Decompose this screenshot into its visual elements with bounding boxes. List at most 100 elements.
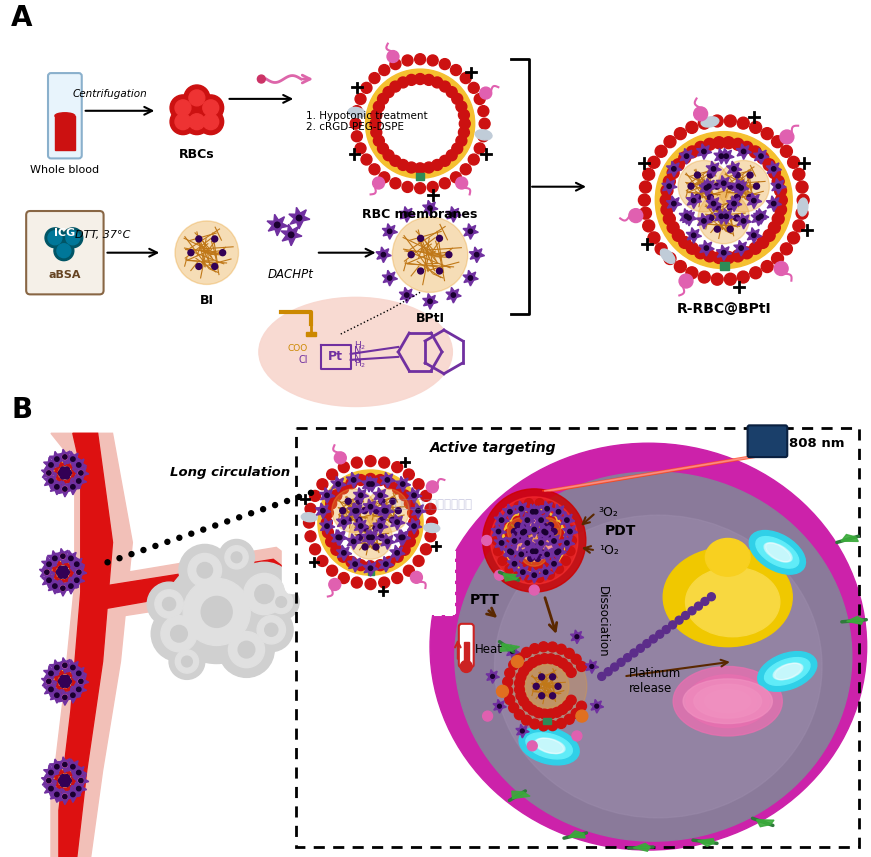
- Circle shape: [64, 569, 70, 575]
- Circle shape: [67, 463, 70, 466]
- Polygon shape: [389, 545, 405, 560]
- Ellipse shape: [537, 738, 565, 753]
- Circle shape: [533, 655, 544, 665]
- FancyBboxPatch shape: [459, 624, 474, 668]
- Circle shape: [719, 214, 724, 219]
- Circle shape: [72, 471, 76, 475]
- Circle shape: [72, 481, 76, 483]
- Circle shape: [655, 146, 667, 158]
- Circle shape: [679, 152, 691, 164]
- Circle shape: [436, 268, 442, 274]
- Circle shape: [75, 685, 78, 688]
- Circle shape: [153, 543, 158, 548]
- Circle shape: [383, 87, 394, 98]
- Polygon shape: [50, 660, 64, 675]
- Circle shape: [686, 146, 699, 158]
- Circle shape: [410, 572, 422, 584]
- Circle shape: [392, 462, 402, 472]
- FancyBboxPatch shape: [26, 211, 104, 294]
- Polygon shape: [706, 161, 721, 177]
- Circle shape: [686, 267, 698, 279]
- Circle shape: [57, 466, 72, 480]
- Circle shape: [61, 579, 64, 583]
- Circle shape: [369, 73, 380, 83]
- Text: ³O₂: ³O₂: [598, 506, 618, 519]
- Circle shape: [352, 539, 356, 543]
- Circle shape: [522, 523, 528, 529]
- Circle shape: [719, 154, 724, 159]
- Circle shape: [552, 561, 557, 566]
- Circle shape: [53, 584, 57, 588]
- Circle shape: [404, 498, 415, 509]
- Polygon shape: [42, 674, 57, 689]
- Circle shape: [237, 515, 241, 520]
- Circle shape: [432, 77, 442, 88]
- Circle shape: [56, 565, 71, 579]
- Circle shape: [62, 566, 68, 572]
- Circle shape: [512, 539, 517, 543]
- Polygon shape: [534, 512, 549, 528]
- Circle shape: [540, 709, 550, 719]
- Circle shape: [161, 615, 197, 652]
- Circle shape: [381, 253, 386, 257]
- Polygon shape: [42, 556, 57, 572]
- Circle shape: [374, 135, 384, 147]
- Circle shape: [714, 183, 719, 189]
- Bar: [55, 116, 75, 151]
- Circle shape: [58, 777, 64, 783]
- Text: N: N: [354, 354, 361, 364]
- Circle shape: [71, 676, 75, 680]
- Circle shape: [356, 498, 362, 504]
- Circle shape: [714, 204, 720, 210]
- Circle shape: [415, 54, 426, 64]
- Polygon shape: [65, 759, 81, 775]
- Circle shape: [66, 583, 70, 585]
- Circle shape: [374, 507, 380, 513]
- Circle shape: [60, 688, 63, 692]
- Circle shape: [248, 511, 253, 516]
- Circle shape: [528, 705, 537, 715]
- Circle shape: [456, 101, 467, 112]
- Circle shape: [412, 493, 416, 498]
- Circle shape: [72, 462, 76, 465]
- Circle shape: [47, 680, 51, 684]
- Circle shape: [72, 671, 76, 674]
- Circle shape: [446, 252, 452, 258]
- Circle shape: [354, 508, 359, 512]
- Circle shape: [60, 672, 63, 674]
- Circle shape: [552, 539, 557, 543]
- Polygon shape: [365, 476, 380, 492]
- Text: H$_2$: H$_2$: [354, 340, 366, 352]
- Text: Centrifugation: Centrifugation: [72, 89, 147, 99]
- Circle shape: [385, 477, 389, 482]
- Polygon shape: [44, 781, 59, 796]
- Polygon shape: [701, 178, 717, 195]
- Circle shape: [64, 481, 66, 483]
- Circle shape: [54, 671, 57, 674]
- Circle shape: [57, 674, 72, 689]
- Circle shape: [58, 668, 62, 671]
- Circle shape: [712, 273, 723, 285]
- Circle shape: [60, 681, 66, 687]
- Polygon shape: [331, 530, 346, 545]
- Circle shape: [679, 237, 691, 249]
- Circle shape: [75, 674, 78, 678]
- Polygon shape: [361, 476, 377, 492]
- Circle shape: [547, 555, 556, 565]
- Circle shape: [55, 782, 58, 786]
- Polygon shape: [394, 530, 409, 545]
- Circle shape: [446, 150, 457, 161]
- Circle shape: [545, 501, 554, 511]
- Circle shape: [392, 551, 403, 562]
- Text: Long circulation: Long circulation: [170, 466, 290, 479]
- Circle shape: [370, 118, 381, 129]
- Circle shape: [55, 776, 58, 779]
- Circle shape: [395, 520, 399, 524]
- Circle shape: [326, 536, 336, 547]
- Circle shape: [425, 503, 436, 514]
- Circle shape: [70, 574, 73, 578]
- Circle shape: [203, 114, 219, 129]
- Bar: [416, 173, 424, 180]
- Polygon shape: [51, 434, 132, 857]
- Circle shape: [555, 529, 564, 537]
